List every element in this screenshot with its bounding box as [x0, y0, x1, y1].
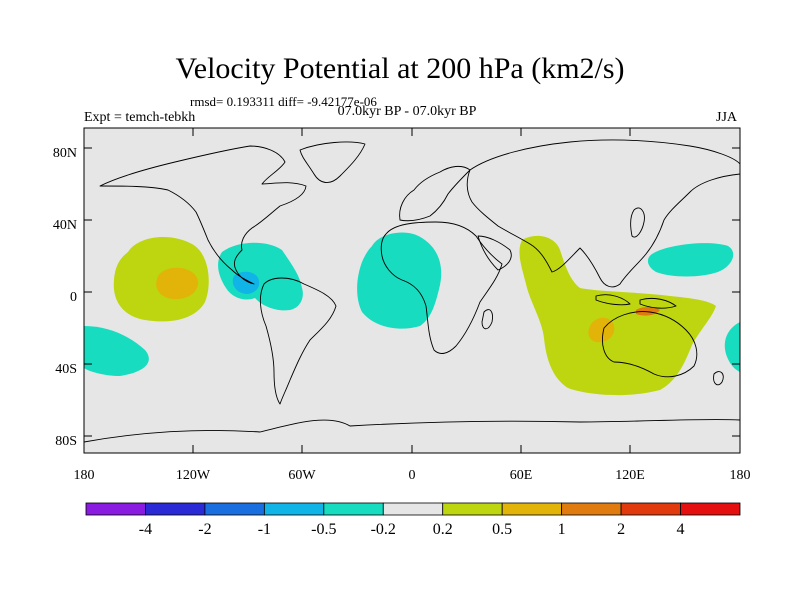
- contour-pos-maritime-core: [636, 307, 660, 316]
- lat-axis: 80N 40N 0 40S 80S: [53, 146, 77, 449]
- colorbar-label: 0.2: [433, 521, 453, 538]
- colorbar-swatch: [145, 502, 206, 516]
- lat-label: 40S: [55, 362, 77, 377]
- lon-label: 60W: [288, 468, 316, 483]
- contour-fields: [84, 139, 740, 443]
- season-label: JJA: [716, 110, 738, 125]
- colorbar-swatch: [85, 502, 146, 516]
- colorbar-swatch: [620, 502, 681, 516]
- lon-label: 120W: [176, 468, 211, 483]
- contour-pos-central-pacific-core: [156, 267, 198, 300]
- colorbar-label: 0.5: [492, 521, 512, 538]
- lon-label: 0: [409, 468, 416, 483]
- chart-title: Velocity Potential at 200 hPa (km2/s): [175, 52, 625, 85]
- colorbar-swatch: [382, 502, 444, 516]
- colorbar-label: -4: [139, 521, 152, 538]
- coast-greenland: [299, 141, 366, 183]
- contour-neg-central-america: [218, 242, 303, 311]
- experiment-label: Expt = temch-tebkh: [84, 110, 196, 125]
- colorbar-label: 1: [558, 521, 566, 538]
- contour-neg-atlantic-africa: [357, 232, 442, 329]
- lon-label: 180: [730, 468, 751, 483]
- coast-new-zealand: [713, 371, 724, 386]
- lon-label: 60E: [510, 468, 533, 483]
- coast-asia: [466, 139, 740, 288]
- contour-pos-indo-pacific: [519, 235, 716, 396]
- colorbar-label: 2: [617, 521, 625, 538]
- contour-neg-southwest-pacific: [84, 326, 149, 376]
- lat-label: 40N: [53, 218, 77, 233]
- coast-arabia: [477, 235, 512, 271]
- contour-neg-north-pacific: [647, 243, 734, 277]
- colorbar-swatch: [680, 502, 741, 516]
- contour-neg-central-america-core: [232, 271, 260, 294]
- coast-australia: [602, 311, 698, 378]
- lon-axis: 180 120W 60W 0 60E 120E 180: [74, 468, 751, 483]
- colorbar-swatch: [442, 502, 503, 516]
- coast-japan: [630, 207, 645, 238]
- coast-south-america: [259, 277, 337, 405]
- coast-antarctica: [84, 419, 740, 443]
- colorbar-label: -2: [198, 521, 211, 538]
- lon-label: 120E: [615, 468, 645, 483]
- stats-label: rmsd= 0.193311 diff= -9.42177e-06: [190, 94, 377, 109]
- coast-africa: [380, 221, 503, 354]
- colorbar-label: -0.5: [311, 521, 336, 538]
- colorbar-swatch: [263, 502, 325, 516]
- colorbar-label: -0.2: [371, 521, 396, 538]
- coast-indonesia: [595, 294, 677, 309]
- colorbar-label: -1: [258, 521, 271, 538]
- colorbar-swatch: [561, 502, 622, 516]
- lat-label: 80S: [55, 434, 77, 449]
- contour-neg-east-edge: [724, 322, 740, 372]
- axis-ticks: [83, 128, 741, 453]
- coast-north-america: [99, 145, 307, 285]
- colorbar-swatch: [323, 502, 384, 516]
- colorbar-swatch: [501, 502, 563, 516]
- colorbar-label: 4: [677, 521, 685, 538]
- colorbar-labels: -4 -2 -1 -0.5 -0.2 0.2 0.5 1 2 4: [139, 521, 685, 538]
- coast-madagascar: [481, 309, 493, 330]
- colorbar: [85, 502, 741, 516]
- lon-label: 180: [74, 468, 95, 483]
- case-label: 07.0kyr BP - 07.0kyr BP: [337, 104, 477, 119]
- lat-label: 0: [70, 290, 77, 305]
- colorbar-swatch: [204, 502, 265, 516]
- coastlines: [84, 139, 740, 443]
- lat-label: 80N: [53, 146, 77, 161]
